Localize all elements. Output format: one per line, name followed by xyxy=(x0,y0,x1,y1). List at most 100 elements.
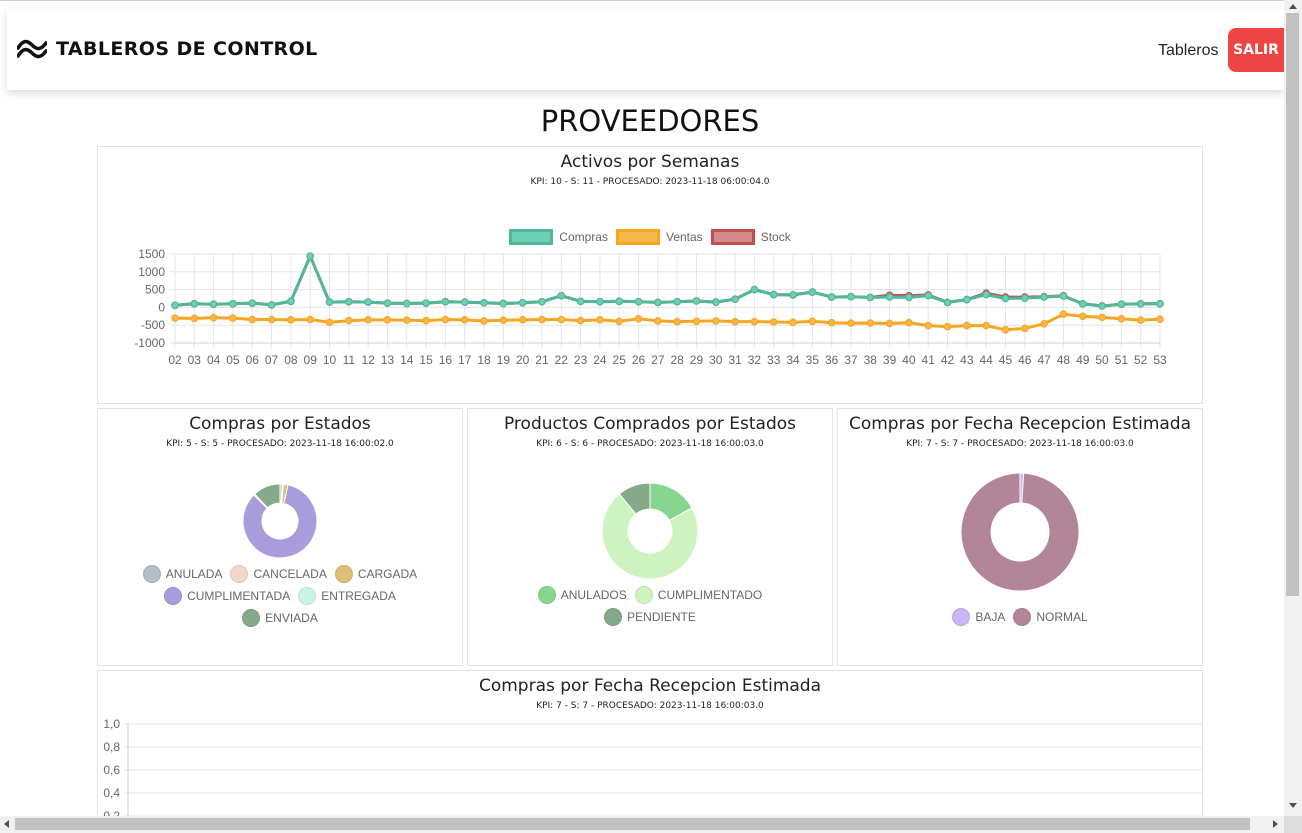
legend-item[interactable]: NORMAL xyxy=(1013,608,1088,626)
donut-legend: ANULADA CANCELADA CARGADA CUMPLIMENTADA ENTR… xyxy=(98,565,462,627)
legend-item[interactable]: Stock xyxy=(710,229,791,245)
x-tick-label: 28 xyxy=(670,353,684,367)
data-point-compras xyxy=(847,292,855,301)
y-tick-label: 1,0 xyxy=(103,717,120,731)
data-point-ventas xyxy=(557,315,566,324)
data-point-compras xyxy=(1059,292,1068,300)
legend-item[interactable]: Ventas xyxy=(615,229,703,245)
x-tick-label: 32 xyxy=(748,353,762,367)
horizontal-scroll-thumb[interactable] xyxy=(15,818,1250,830)
data-point-ventas xyxy=(1040,319,1048,328)
scroll-up-arrow-icon[interactable] xyxy=(1289,4,1297,9)
x-tick-label: 38 xyxy=(864,353,878,367)
x-tick-label: 02 xyxy=(168,353,182,367)
y-tick-label: 500 xyxy=(145,283,165,297)
data-point-ventas xyxy=(731,317,739,326)
data-point-compras xyxy=(383,299,392,307)
legend-label: CANCELADA xyxy=(253,567,327,581)
legend-dot xyxy=(242,609,261,627)
data-point-ventas xyxy=(576,316,585,325)
nav-link-tableros[interactable]: Tableros xyxy=(1158,42,1219,59)
x-tick-label: 27 xyxy=(651,353,665,367)
legend-label: ENTREGADA xyxy=(321,589,396,603)
donut-chart xyxy=(601,482,699,580)
data-point-ventas xyxy=(750,317,759,326)
data-point-compras xyxy=(963,295,971,304)
vertical-scroll-thumb[interactable] xyxy=(1286,13,1299,596)
x-tick-label: 35 xyxy=(806,353,820,367)
data-point-compras xyxy=(750,285,759,294)
data-point-ventas xyxy=(866,319,875,327)
legend-item[interactable]: CARGADA xyxy=(334,565,417,583)
navbar: TABLEROS DE CONTROL Tableros SALIR xyxy=(7,10,1284,90)
data-point-compras xyxy=(866,293,875,302)
legend-swatch xyxy=(509,229,554,245)
x-tick-label: 40 xyxy=(902,353,916,367)
vertical-scrollbar[interactable] xyxy=(1284,0,1302,817)
legend-label: CUMPLIMENTADO xyxy=(657,588,763,602)
legend-item[interactable]: ENTREGADA xyxy=(298,587,396,605)
x-tick-label: 22 xyxy=(555,353,569,367)
x-tick-label: 50 xyxy=(1095,353,1109,367)
legend-item[interactable]: ANULADOS xyxy=(537,586,627,604)
x-tick-label: 24 xyxy=(593,353,607,367)
donut-slice xyxy=(618,482,651,515)
scroll-right-arrow-icon[interactable] xyxy=(1273,820,1278,828)
brand[interactable]: TABLEROS DE CONTROL xyxy=(17,38,318,60)
card-title: Activos por Semanas xyxy=(560,152,740,172)
bottom-bar-chart: 1,00,80,60,40,2 xyxy=(103,717,1202,829)
legend-item[interactable]: Compras xyxy=(509,229,608,245)
data-point-ventas xyxy=(885,319,894,328)
data-point-ventas xyxy=(847,319,855,327)
legend-item[interactable]: CUMPLIMENTADA xyxy=(164,587,290,605)
legend-item[interactable]: ENVIADA xyxy=(242,609,318,627)
x-tick-label: 12 xyxy=(361,353,375,367)
data-point-ventas xyxy=(441,315,450,324)
donut-card-productos-estados: Productos Comprados por Estados KPI: 6 -… xyxy=(467,408,833,666)
scroll-left-arrow-icon[interactable] xyxy=(4,820,9,828)
x-tick-label: 39 xyxy=(883,353,897,367)
data-point-compras xyxy=(364,298,372,306)
legend-item[interactable]: ANULADA xyxy=(142,565,222,583)
scrollbar-corner xyxy=(1284,816,1302,833)
legend-dot xyxy=(537,586,556,604)
y-tick-label: 1000 xyxy=(138,265,165,279)
x-tick-label: 42 xyxy=(941,353,955,367)
donut-legend: BAJA NORMAL xyxy=(838,608,1202,626)
data-point-compras xyxy=(885,293,894,301)
donut-legend: ANULADOS CUMPLIMENTADO PENDIENTE xyxy=(468,586,832,626)
data-point-compras xyxy=(499,299,508,308)
horizontal-scrollbar[interactable] xyxy=(0,816,1284,833)
legend-item[interactable]: CANCELADA xyxy=(230,565,327,583)
x-tick-label: 23 xyxy=(574,353,588,367)
data-point-compras xyxy=(248,299,257,307)
x-tick-label: 10 xyxy=(323,353,337,367)
x-tick-label: 30 xyxy=(709,353,723,367)
scroll-down-arrow-icon[interactable] xyxy=(1289,803,1297,808)
data-point-ventas xyxy=(171,314,179,322)
x-tick-label: 05 xyxy=(226,353,240,367)
legend-label: Stock xyxy=(760,230,791,244)
donut-card-fecha-recepcion: Compras por Fecha Recepcion Estimada KPI… xyxy=(837,408,1203,666)
data-point-compras xyxy=(808,288,817,296)
legend-item[interactable]: PENDIENTE xyxy=(604,608,696,626)
data-point-ventas xyxy=(769,318,778,326)
data-point-compras xyxy=(576,297,585,306)
x-tick-label: 18 xyxy=(477,353,491,367)
legend-item[interactable]: BAJA xyxy=(952,608,1005,626)
legend-item[interactable]: CUMPLIMENTADO xyxy=(634,586,763,604)
card-subtitle: KPI: 6 - S: 6 - PROCESADO: 2023-11-18 16… xyxy=(536,439,764,449)
y-tick-label: 0,8 xyxy=(103,740,120,754)
x-tick-label: 21 xyxy=(535,353,549,367)
data-point-ventas xyxy=(499,316,508,325)
data-point-compras xyxy=(287,297,295,306)
logout-button[interactable]: SALIR xyxy=(1228,28,1284,72)
data-point-compras xyxy=(345,297,353,306)
data-point-ventas xyxy=(1136,316,1145,325)
data-point-ventas xyxy=(267,315,276,324)
x-tick-label: 34 xyxy=(786,353,800,367)
data-point-ventas xyxy=(422,316,430,325)
x-tick-label: 36 xyxy=(825,353,839,367)
data-point-compras xyxy=(402,299,411,308)
